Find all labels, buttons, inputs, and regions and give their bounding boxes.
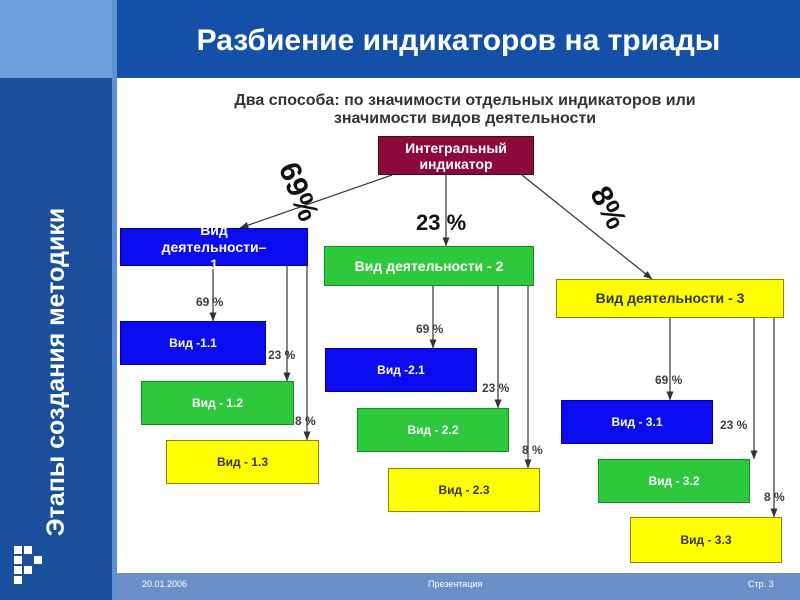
- subtitle-line-1: Два способа: по значимости отдельных инд…: [234, 92, 696, 109]
- activity-2-box: Вид деятельности - 2: [324, 246, 534, 286]
- sidebar: [0, 0, 112, 600]
- title-bar: [117, 0, 800, 78]
- activity-1-sub-1: Вид -1.1: [120, 321, 266, 365]
- activity-2-sub-1: Вид -2.1: [325, 348, 477, 392]
- sidebar-header: [0, 0, 112, 78]
- activity-1-pct-3: 8 %: [295, 414, 316, 428]
- activity-3-pct-3: 8 %: [764, 490, 785, 504]
- activity-3-sub-1: Вид - 3.1: [561, 400, 713, 444]
- subtitle: Два способа: по значимости отдельных инд…: [150, 92, 780, 128]
- activity-2-sub-2: Вид - 2.2: [357, 408, 509, 452]
- activity-3-sub-2: Вид - 3.2: [598, 459, 750, 503]
- slide-title: Разбиение индикаторов на триады: [196, 24, 721, 57]
- logo-squares-icon: [14, 546, 44, 586]
- activity-2-sub-3: Вид - 2.3: [388, 468, 540, 512]
- activity-2-pct-3: 8 %: [522, 443, 543, 457]
- subtitle-line-2: значимости видов деятельности: [333, 110, 597, 127]
- activity-1-box: Вид деятельности–1: [120, 222, 308, 272]
- footer-page: Стр. 3: [748, 579, 774, 589]
- activity-2-pct-2: 23 %: [482, 381, 510, 395]
- integral-indicator-box: Интегральный индикатор: [378, 136, 534, 175]
- activity-1-sub-2: Вид - 1.2: [141, 381, 294, 425]
- footer-title: Презентация: [428, 579, 483, 589]
- divider-line: [112, 0, 117, 600]
- activity-3-sub-3: Вид - 3.3: [630, 517, 782, 563]
- footer-bar: [117, 573, 800, 600]
- activity-3-pct-1: 69 %: [655, 373, 683, 387]
- footer-date: 20.01.2006: [142, 579, 188, 589]
- activity-3-box: Вид деятельности - 3: [556, 279, 784, 318]
- percent-center: 23 %: [416, 210, 467, 235]
- activity-2-pct-1: 69 %: [416, 322, 444, 336]
- activity-1-pct-1: 69 %: [196, 295, 224, 309]
- arrow-root-to-activity-1: [239, 174, 393, 229]
- arrow-root-to-activity-3: [521, 174, 653, 280]
- activity-1-sub-3: Вид - 1.3: [166, 440, 319, 484]
- activity-3-pct-2: 23 %: [720, 418, 748, 432]
- activity-1-pct-2: 23 %: [268, 348, 296, 362]
